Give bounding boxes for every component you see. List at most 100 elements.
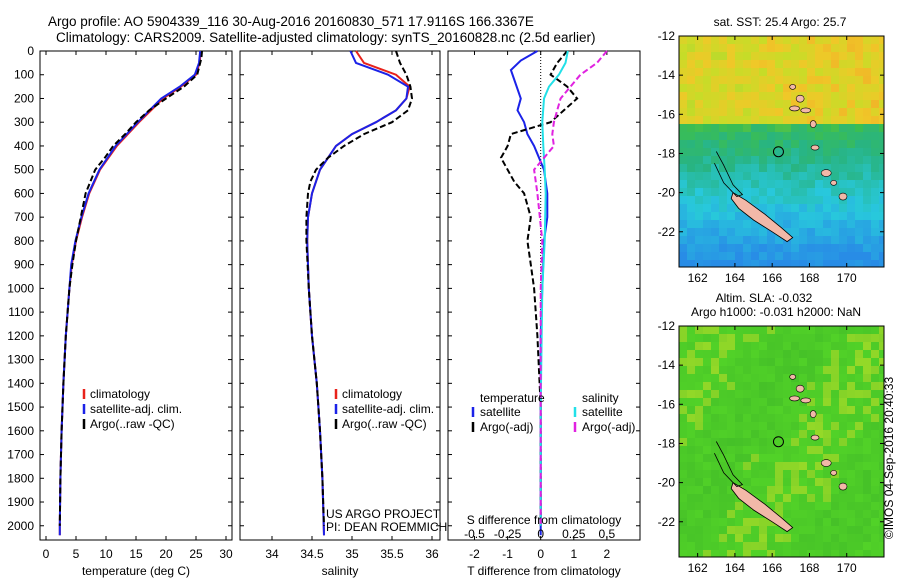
x-axis-label: T difference from climatology (467, 564, 621, 578)
legend-label: Argo(-adj) (480, 420, 533, 434)
island (795, 94, 805, 103)
map-lon-label: 162 (688, 561, 708, 575)
legend-label: Argo(..raw -QC) (90, 417, 175, 431)
y-tick-label: 100 (14, 68, 34, 82)
island (809, 410, 817, 418)
legend-label: satellite-adj. clim. (342, 402, 434, 416)
map-lon-label: 162 (688, 271, 708, 285)
pi-annotation: PI: DEAN ROEMMICH (326, 520, 447, 534)
top-tick-label: 0.25 (562, 527, 586, 541)
island (800, 397, 812, 404)
x-axis-label: salinity (322, 564, 359, 578)
y-tick-label: 1300 (7, 353, 34, 367)
y-tick-label: 200 (14, 91, 34, 105)
top-axis-label: S difference from climatology (467, 513, 622, 527)
x-tick-label: 15 (129, 547, 143, 561)
y-tick-label: 1900 (7, 495, 34, 509)
argo-height-label: Argo h1000: -0.031 h2000: NaN (691, 305, 861, 319)
x-tick-label: -2 (469, 547, 480, 561)
series-line-2-argo-raw-qc- (305, 50, 414, 526)
y-tick-label: 1400 (7, 376, 34, 390)
y-tick-label: 1800 (7, 471, 34, 485)
island (789, 105, 800, 112)
y-tick-label: 1700 (7, 448, 34, 462)
sla-map (678, 325, 885, 558)
top-tick-label: -0.25 (494, 527, 522, 541)
y-tick-label: 500 (14, 163, 34, 177)
reef-outline (714, 441, 744, 487)
map-lat-label: -22 (658, 225, 676, 239)
x-tick-label: 34 (265, 547, 279, 561)
series-line-3-temperature-argo-adj- (499, 50, 579, 526)
map-lat-label: -14 (658, 68, 676, 82)
map-lat-label: -18 (658, 146, 676, 160)
legend-label: Argo(..raw -QC) (342, 417, 427, 431)
credit-text: ©IMOS 04-Sep-2016 20:40:33 (882, 377, 896, 540)
chart-title: Argo profile: AO 5904339_116 30-Aug-2016… (48, 14, 534, 29)
x-tick-label: 10 (99, 547, 113, 561)
island (838, 192, 848, 201)
map-lon-label: 166 (762, 561, 782, 575)
y-tick-label: 1000 (7, 281, 34, 295)
island (800, 107, 812, 114)
island (830, 180, 837, 186)
map-lon-label: 168 (799, 561, 819, 575)
top-tick-label: 0.5 (599, 527, 616, 541)
y-tick-label: 2000 (7, 519, 34, 533)
argo-position-marker (772, 436, 784, 448)
chart-subtitle: Climatology: CARS2009. Satellite-adjuste… (56, 30, 596, 45)
y-tick-label: 1500 (7, 400, 34, 414)
y-tick-label: 1100 (8, 305, 34, 319)
series-line-1-argo-raw-qc- (58, 50, 203, 526)
island (820, 169, 832, 177)
legend-label: satellite (480, 405, 521, 419)
island (838, 482, 848, 491)
x-tick-label: 34.5 (300, 547, 324, 561)
map-lon-label: 170 (837, 271, 857, 285)
island (809, 120, 817, 128)
series-line-1-satellite-adj-clim- (58, 50, 202, 536)
x-tick-label: 1 (570, 547, 577, 561)
y-tick-label: 0 (27, 44, 34, 58)
map-lat-label: -22 (658, 515, 676, 529)
x-tick-label: -1 (502, 547, 513, 561)
island (789, 84, 796, 90)
legend-label: climatology (90, 387, 150, 401)
plot-frame-2 (239, 50, 441, 541)
island-new-caledonia (730, 481, 794, 533)
legend-title-temperature: temperature (480, 391, 545, 405)
legend-title-salinity: salinity (582, 391, 619, 405)
legend-label: climatology (342, 387, 402, 401)
y-tick-label: 1600 (7, 424, 34, 438)
map-frame (678, 325, 885, 558)
map-lon-label: 168 (799, 271, 819, 285)
map-lat-label: -12 (658, 319, 676, 333)
sla-label: Altim. SLA: -0.032 (716, 291, 813, 305)
map-lat-label: -14 (658, 358, 676, 372)
reef-outline (714, 151, 744, 197)
map-lat-label: -16 (658, 107, 676, 121)
y-tick-label: 1200 (7, 329, 34, 343)
top-tick-label: 0 (537, 527, 544, 541)
y-tick-label: 900 (14, 258, 34, 272)
island-new-caledonia (730, 191, 794, 243)
map-lat-label: -20 (658, 186, 676, 200)
x-tick-label: 20 (159, 547, 173, 561)
legend-label: satellite (582, 405, 623, 419)
x-tick-label: 35.5 (380, 547, 404, 561)
x-tick-label: 30 (219, 547, 233, 561)
island (820, 459, 832, 467)
island (830, 470, 837, 476)
legend-label: Argo(-adj) (582, 420, 635, 434)
plot-frame-1 (39, 50, 233, 541)
x-tick-label: 0 (43, 547, 50, 561)
y-tick-label: 700 (14, 210, 34, 224)
x-tick-label: 36 (425, 547, 439, 561)
map-lat-label: -20 (658, 476, 676, 490)
argo-position-marker (772, 146, 784, 158)
island (810, 434, 820, 441)
island (789, 395, 800, 402)
map-lat-label: -18 (658, 436, 676, 450)
series-line-3-salinity-argo-adj- (533, 50, 608, 526)
